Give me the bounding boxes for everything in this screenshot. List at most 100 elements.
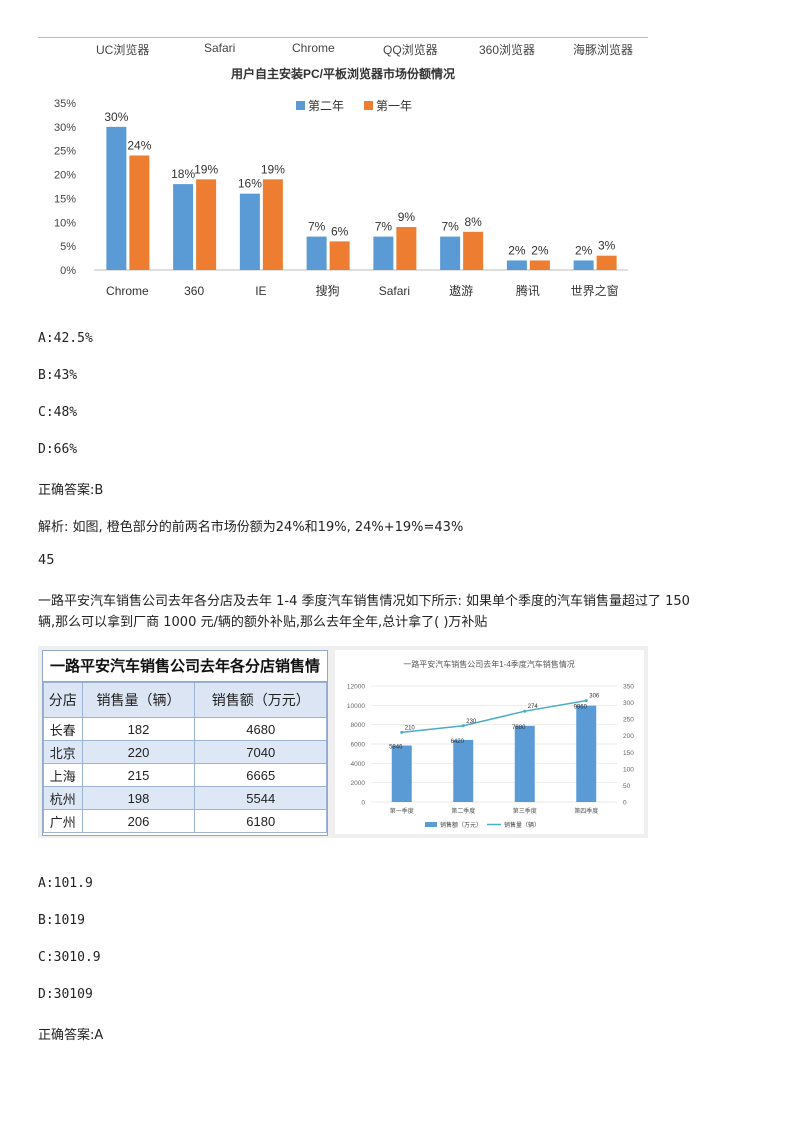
bar bbox=[306, 236, 327, 270]
x-tick-label: 腾讯 bbox=[516, 283, 540, 298]
cell-units: 215 bbox=[81, 763, 196, 787]
table-row: 北京 220 7040 bbox=[43, 740, 327, 764]
cell-revenue: 6665 bbox=[194, 763, 327, 787]
data-label: 16% bbox=[238, 177, 262, 191]
q44-option-b: B:43% bbox=[38, 368, 78, 383]
table-row: 长春 182 4680 bbox=[43, 717, 327, 741]
bar bbox=[329, 241, 350, 270]
x-tick-label: 第二季度 bbox=[451, 807, 475, 815]
right-axis-tick-label: 150 bbox=[623, 750, 634, 757]
cell-revenue: 6180 bbox=[194, 809, 327, 833]
column-header-revenue: 销售额（万元） bbox=[194, 682, 327, 718]
legend-swatch bbox=[296, 101, 305, 110]
bar-data-label: 7880 bbox=[512, 725, 526, 731]
right-axis-tick-label: 100 bbox=[623, 766, 634, 773]
bar bbox=[529, 260, 550, 270]
right-axis-tick-label: 350 bbox=[623, 684, 634, 691]
y-tick-label: 30% bbox=[54, 122, 76, 134]
bar bbox=[373, 236, 394, 270]
table-header-row: 分店 销售量（辆） 销售额（万元） bbox=[43, 682, 327, 718]
x-tick-label: 搜狗 bbox=[316, 283, 340, 298]
q45-text-line1: 一路平安汽车销售公司去年各分店及去年 1-4 季度汽车销售情况如下所示: 如果单… bbox=[38, 594, 690, 609]
cell-branch: 长春 bbox=[43, 717, 83, 741]
q44-option-a: A:42.5% bbox=[38, 331, 93, 346]
column-header-units: 销售量（辆） bbox=[81, 682, 196, 718]
cell-branch: 广州 bbox=[43, 809, 83, 833]
bar bbox=[440, 236, 461, 270]
cell-revenue: 7040 bbox=[194, 740, 327, 764]
bar bbox=[573, 260, 594, 270]
right-axis-tick-label: 0 bbox=[623, 800, 627, 807]
cell-units: 220 bbox=[81, 740, 196, 764]
data-label: 6% bbox=[331, 224, 349, 238]
legend-swatch-bar bbox=[425, 822, 437, 827]
left-axis-tick-label: 0 bbox=[361, 800, 365, 807]
table-row: 广州 206 6180 bbox=[43, 809, 327, 833]
browser-header-dolphin: 海豚浏览器 bbox=[573, 43, 634, 57]
q44-option-d: D:66% bbox=[38, 442, 78, 457]
legend-label: 第二年 bbox=[308, 99, 344, 113]
y-tick-label: 5% bbox=[60, 241, 76, 253]
browser-header-chrome: Chrome bbox=[292, 41, 335, 55]
bar bbox=[463, 231, 484, 270]
data-label: 7% bbox=[441, 220, 459, 234]
right-axis-tick-label: 50 bbox=[623, 783, 631, 790]
branch-sales-table-panel: 一路平安汽车销售公司去年各分店销售情况 分店 销售量（辆） 销售额（万元） 长春… bbox=[42, 650, 328, 836]
line-point bbox=[461, 724, 465, 728]
left-axis-tick-label: 2000 bbox=[351, 780, 366, 787]
q45-option-a: A:101.9 bbox=[38, 876, 93, 891]
data-label: 3% bbox=[598, 239, 616, 253]
bar bbox=[196, 179, 217, 270]
data-label: 19% bbox=[261, 162, 285, 176]
browser-share-figure: UC浏览器 Safari Chrome QQ浏览器 360浏览器 海豚浏览器 用… bbox=[38, 37, 648, 305]
bar bbox=[514, 725, 535, 802]
x-tick-label: 第一季度 bbox=[390, 807, 414, 815]
data-label: 24% bbox=[127, 138, 151, 152]
bar bbox=[506, 260, 527, 270]
q45-answer: 正确答案:A bbox=[38, 1028, 104, 1043]
table-row: 杭州 198 5544 bbox=[43, 786, 327, 810]
line-data-label: 274 bbox=[528, 704, 539, 710]
quarterly-sales-chart-panel: 一路平安汽车销售公司去年1-4季度汽车销售情况 0 2000 4000 6000 8000… bbox=[335, 650, 644, 834]
branch-sales-table: 分店 销售量（辆） 销售额（万元） 长春 182 4680 北京 220 704… bbox=[43, 682, 327, 833]
legend-label: 销售量（辆） bbox=[504, 821, 540, 829]
bar bbox=[391, 745, 412, 802]
legend-swatch bbox=[364, 101, 373, 110]
column-header-branch: 分店 bbox=[43, 682, 83, 718]
bar bbox=[129, 155, 150, 270]
left-axis-tick-label: 4000 bbox=[351, 761, 366, 768]
bar-data-label: 6420 bbox=[451, 739, 465, 745]
bar bbox=[453, 739, 474, 802]
quarterly-sales-chart: 一路平安汽车销售公司去年1-4季度汽车销售情况02000400060008000… bbox=[347, 659, 634, 829]
legend-label: 第一年 bbox=[376, 99, 412, 113]
line-data-label: 210 bbox=[405, 725, 416, 731]
cell-revenue: 5544 bbox=[194, 786, 327, 810]
browser-header-uc: UC浏览器 bbox=[96, 43, 150, 57]
table-title: 一路平安汽车销售公司去年各分店销售情况 bbox=[43, 651, 327, 705]
x-tick-label: 360 bbox=[184, 284, 204, 298]
line-point bbox=[584, 699, 588, 703]
q44-answer: 正确答案:B bbox=[38, 483, 104, 498]
cell-branch: 北京 bbox=[43, 740, 83, 764]
data-label: 2% bbox=[508, 243, 526, 257]
q44-explanation: 解析: 如图, 橙色部分的前两名市场份额为24%和19%, 24%+19%=43… bbox=[38, 520, 464, 535]
bar bbox=[239, 193, 260, 270]
x-tick-label: 第三季度 bbox=[513, 807, 537, 815]
browser-header-360: 360浏览器 bbox=[479, 43, 536, 57]
data-label: 19% bbox=[194, 162, 218, 176]
data-label: 30% bbox=[104, 110, 128, 124]
bar bbox=[596, 255, 617, 270]
y-tick-label: 25% bbox=[54, 146, 76, 158]
q45-option-b: B:1019 bbox=[38, 913, 85, 928]
data-label: 9% bbox=[398, 210, 416, 224]
right-axis-tick-label: 200 bbox=[623, 733, 634, 740]
q45-text-line2: 辆,那么可以拿到厂商 1000 元/辆的额外补贴,那么去年全年,总计拿了( )万… bbox=[38, 615, 488, 630]
q44-option-c: C:48% bbox=[38, 405, 78, 420]
left-axis-tick-label: 10000 bbox=[347, 703, 365, 710]
sales-figure: 一路平安汽车销售公司去年各分店销售情况 分店 销售量（辆） 销售额（万元） 长春… bbox=[38, 646, 648, 838]
y-tick-label: 10% bbox=[54, 217, 76, 229]
bar bbox=[106, 126, 127, 270]
left-axis-tick-label: 6000 bbox=[351, 742, 366, 749]
chart-title: 用户自主安装PC/平板浏览器市场份额情况 bbox=[230, 66, 455, 81]
right-axis-tick-label: 300 bbox=[623, 700, 634, 707]
